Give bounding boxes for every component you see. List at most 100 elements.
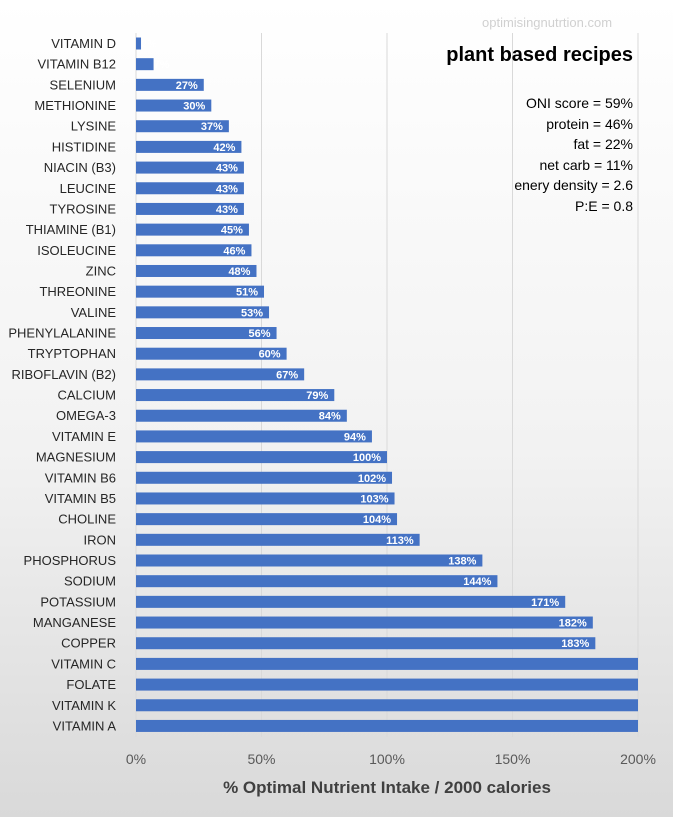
x-tick-label: 100%	[369, 751, 405, 767]
value-label: 51%	[236, 287, 258, 299]
category-label: VITAMIN A	[53, 718, 117, 733]
bar-phenylalanine	[136, 327, 277, 340]
value-label: 138%	[448, 556, 476, 568]
category-label: VITAMIN C	[51, 656, 116, 671]
value-labels: 2% 7% 27% 30% 37% 42% 43% 43% 43% 45% 46% 48% 51% 53%…	[141, 39, 589, 651]
value-label: 53%	[241, 307, 263, 319]
bar-folate	[136, 678, 638, 691]
x-tick-label: 200%	[620, 751, 656, 767]
category-label: THIAMINE (B1)	[26, 222, 116, 237]
bar-threonine	[136, 285, 265, 298]
bar-thiamine-b1	[136, 223, 249, 236]
category-label: PHOSPHORUS	[24, 553, 117, 568]
value-label: 183%	[561, 638, 589, 650]
bars	[136, 37, 638, 732]
category-label: MANGANESE	[33, 615, 116, 630]
category-label: VALINE	[71, 305, 117, 320]
bar-vitamin-b6	[136, 471, 393, 484]
value-label: 43%	[216, 183, 238, 195]
stat-pe-ratio: P:E = 0.8	[575, 197, 633, 214]
value-label: 46%	[223, 245, 245, 257]
bar-tryptophan	[136, 347, 287, 360]
value-label: 104%	[363, 514, 391, 526]
value-label: 103%	[360, 493, 388, 505]
category-label: ZINC	[86, 263, 116, 278]
category-label: THREONINE	[39, 284, 116, 299]
category-label: OMEGA-3	[56, 408, 116, 423]
value-label: 27%	[176, 80, 198, 92]
category-label: NIACIN (B3)	[44, 160, 116, 175]
bar-vitamin-b5	[136, 492, 395, 505]
bar-iron	[136, 533, 420, 546]
value-label: 7%	[154, 59, 170, 71]
value-label: 182%	[559, 618, 587, 630]
category-labels: VITAMIN D VITAMIN B12 SELENIUM METHIONINE LY…	[8, 36, 116, 733]
bar-vitamin-c	[136, 657, 638, 670]
category-label: RIBOFLAVIN (B2)	[11, 367, 116, 382]
category-label: COPPER	[61, 636, 116, 651]
category-label: TRYPTOPHAN	[28, 346, 116, 361]
bar-histidine	[136, 140, 242, 153]
category-label: TYROSINE	[50, 201, 117, 216]
category-label: ISOLEUCINE	[37, 243, 116, 258]
bar-magnesium	[136, 451, 387, 464]
bar-calcium	[136, 389, 335, 402]
bar-omega-3	[136, 409, 347, 422]
value-label: 43%	[216, 204, 238, 216]
value-label: 84%	[319, 411, 341, 423]
category-label: VITAMIN B12	[37, 57, 116, 72]
category-label: VITAMIN K	[52, 698, 116, 713]
value-label: 60%	[259, 349, 281, 361]
category-label: HISTIDINE	[52, 139, 117, 154]
bar-vitamin-e	[136, 430, 372, 443]
value-label: 94%	[344, 431, 366, 443]
stat-energy-density: enery density = 2.6	[514, 177, 633, 194]
bar-potassium	[136, 595, 566, 608]
category-label: FOLATE	[66, 677, 116, 692]
category-label: VITAMIN E	[52, 429, 116, 444]
category-label: CALCIUM	[57, 388, 116, 403]
value-label: 43%	[216, 163, 238, 175]
value-label: 48%	[228, 266, 250, 278]
value-label: 102%	[358, 473, 386, 485]
value-label: 42%	[213, 142, 235, 154]
category-label: VITAMIN B6	[45, 470, 116, 485]
bar-phosphorus	[136, 554, 483, 567]
x-tick-label: 50%	[247, 751, 275, 767]
category-label: IRON	[84, 532, 117, 547]
value-label: 45%	[221, 225, 243, 237]
bar-isoleucine	[136, 244, 252, 257]
category-label: LEUCINE	[60, 181, 117, 196]
bar-vitamin-a	[136, 719, 638, 732]
bar-zinc	[136, 264, 257, 277]
stat-fat: fat = 22%	[573, 136, 633, 153]
x-axis-label: % Optimal Nutrient Intake / 2000 calorie…	[223, 778, 551, 797]
bar-riboflavin-b2	[136, 368, 305, 381]
category-label: METHIONINE	[34, 98, 116, 113]
category-label: VITAMIN B5	[45, 491, 116, 506]
value-label: 144%	[463, 576, 491, 588]
category-label: VITAMIN D	[51, 36, 116, 51]
bar-lysine	[136, 120, 229, 133]
bar-vitamin-d	[136, 37, 142, 50]
category-label: PHENYLALANINE	[8, 326, 116, 341]
stats-panel: ONI score = 59% protein = 46% fat = 22% …	[514, 93, 633, 217]
chart-title: plant based recipes	[446, 44, 633, 66]
stat-oni-score: ONI score = 59%	[526, 95, 633, 111]
value-label: 113%	[386, 535, 414, 547]
bar-leucine	[136, 182, 244, 195]
bar-choline	[136, 513, 398, 526]
bar-tyrosine	[136, 202, 244, 215]
value-label: 2%	[141, 39, 157, 51]
watermark-text: optimisingnutrtion.com	[482, 15, 613, 30]
value-label: 30%	[183, 101, 205, 113]
value-label: 79%	[306, 390, 328, 402]
value-label: 67%	[276, 369, 298, 381]
stat-protein: protein = 46%	[546, 115, 633, 132]
value-label: 56%	[249, 328, 271, 340]
category-label: SODIUM	[64, 574, 116, 589]
category-label: LYSINE	[71, 119, 117, 134]
category-label: POTASSIUM	[40, 594, 116, 609]
value-label: 37%	[201, 121, 223, 133]
